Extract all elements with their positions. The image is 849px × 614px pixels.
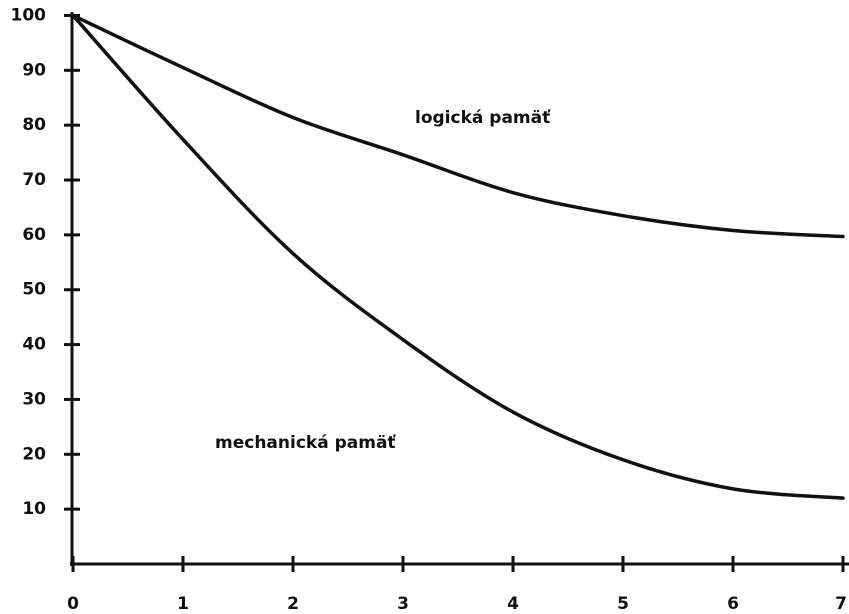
x-tick-label: 6: [727, 594, 739, 614]
x-tick-label: 4: [507, 594, 519, 614]
x-tick-label: 3: [397, 594, 409, 614]
x-tick-label: 0: [67, 594, 79, 614]
x-tick-label: 1: [177, 594, 189, 614]
y-tick-label: 80: [22, 115, 46, 135]
y-tick-label: 30: [22, 389, 46, 409]
x-tick-label: 2: [287, 594, 299, 614]
series-line: [71, 13, 845, 500]
series-line: [71, 13, 845, 239]
y-tick-label: 10: [22, 499, 46, 519]
series-label: logická pamäť: [415, 108, 551, 128]
y-tick-label: 50: [22, 280, 46, 300]
y-tick-label: 90: [22, 60, 46, 80]
x-tick-label: 7: [835, 594, 847, 614]
y-tick-label: 70: [22, 170, 46, 190]
series-label: mechanická pamäť: [215, 433, 396, 453]
x-tick-label: 5: [617, 594, 629, 614]
y-tick-label: 100: [11, 5, 47, 25]
y-tick-label: 20: [22, 444, 46, 464]
y-tick-label: 60: [22, 225, 46, 245]
y-tick-label: 40: [22, 335, 46, 355]
